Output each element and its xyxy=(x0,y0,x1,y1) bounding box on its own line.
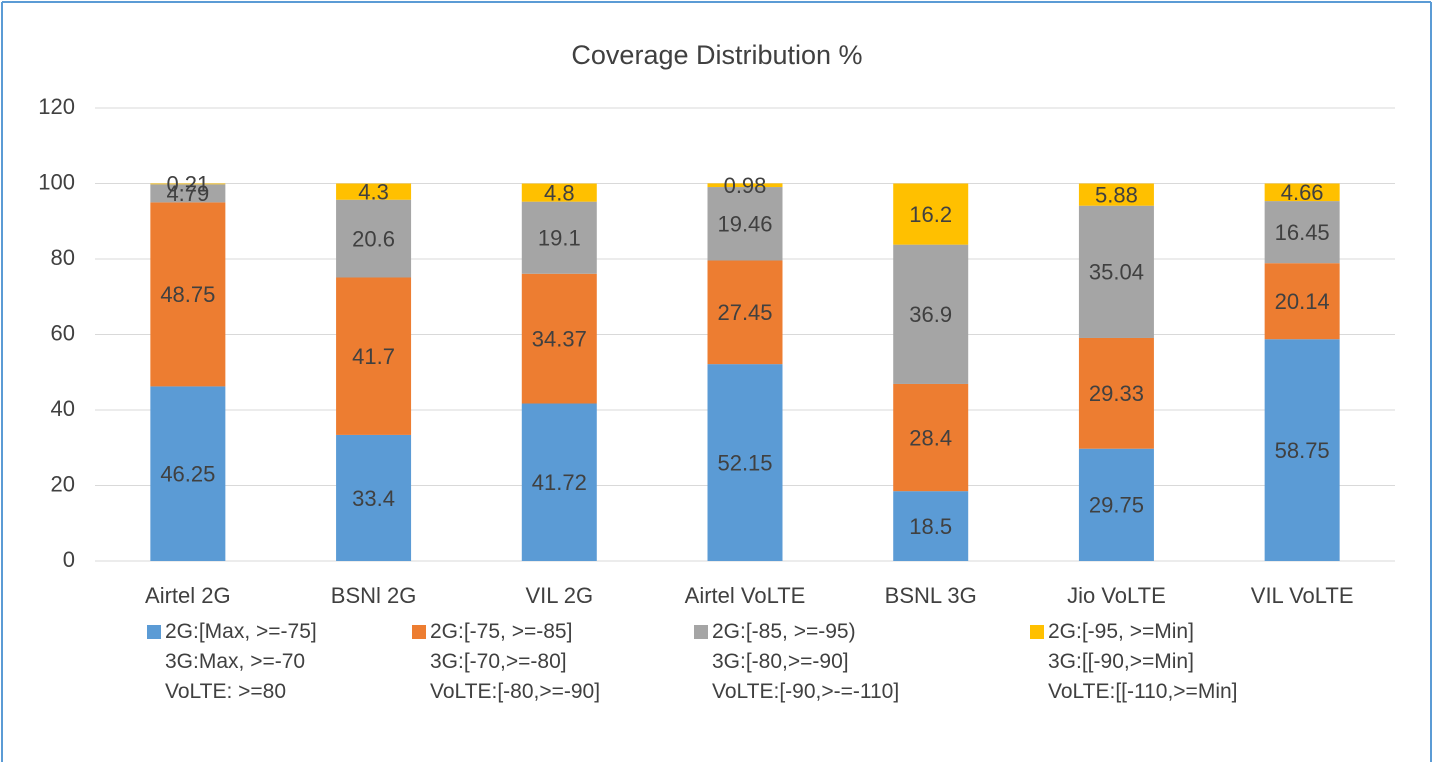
legend-label: 2G:[-95, >=Min] 3G:[[-90,>=Min] VoLTE:[[… xyxy=(1048,620,1238,703)
data-label: 4.3 xyxy=(358,179,389,204)
bar-segment xyxy=(150,202,226,387)
y-tick-label: 0 xyxy=(63,547,75,572)
bar-segment xyxy=(1078,448,1154,561)
data-label: 58.75 xyxy=(1275,438,1330,463)
bar-segment xyxy=(1264,183,1340,202)
bar-segment xyxy=(707,364,783,561)
bar-segment xyxy=(893,383,969,492)
bar-segment xyxy=(336,199,412,278)
data-label: 29.75 xyxy=(1089,493,1144,518)
x-tick-label: BSNL 3G xyxy=(885,583,977,608)
bar-segment xyxy=(893,244,969,384)
data-label: 27.45 xyxy=(717,300,772,325)
bar-segment xyxy=(521,273,597,404)
bar-segment xyxy=(1264,263,1340,340)
data-label: 0.98 xyxy=(724,173,767,198)
data-label: 52.15 xyxy=(717,450,772,475)
y-tick-label: 40 xyxy=(51,396,75,421)
bar-segment xyxy=(150,183,226,185)
legend-swatch xyxy=(412,625,426,639)
bar-segment xyxy=(1078,183,1154,206)
x-tick-label: Airtel 2G xyxy=(145,583,231,608)
x-tick-label: VIL VoLTE xyxy=(1251,583,1354,608)
legend-label: 2G:[Max, >=-75] 3G:Max, >=-70 VoLTE: >=8… xyxy=(165,620,317,703)
bar-segment xyxy=(707,183,783,188)
y-tick-label: 20 xyxy=(51,471,75,496)
data-label: 33.4 xyxy=(352,486,395,511)
bar-segment xyxy=(1078,337,1154,449)
bar-segment xyxy=(1078,205,1154,338)
data-label: 20.6 xyxy=(352,226,395,251)
y-tick-label: 60 xyxy=(51,320,75,345)
x-tick-label: Airtel VoLTE xyxy=(685,583,806,608)
data-label: 19.46 xyxy=(717,212,772,237)
data-label: 48.75 xyxy=(160,282,215,307)
y-tick-label: 80 xyxy=(51,245,75,270)
data-label: 34.37 xyxy=(532,326,587,351)
data-label: 41.72 xyxy=(532,470,587,495)
bar-segment xyxy=(893,491,969,561)
data-label: 0.21 xyxy=(166,172,209,197)
chart-title: Coverage Distribution % xyxy=(571,40,862,70)
legend-swatch xyxy=(147,625,161,639)
x-tick-label: BSNl 2G xyxy=(331,583,417,608)
bar-segment xyxy=(1264,339,1340,561)
bar-segment xyxy=(521,403,597,561)
legend-swatch xyxy=(1030,625,1044,639)
data-label: 35.04 xyxy=(1089,260,1144,285)
data-label: 41.7 xyxy=(352,344,395,369)
bar-segment xyxy=(707,260,783,365)
data-label: 28.4 xyxy=(909,425,952,450)
legend-swatch xyxy=(694,625,708,639)
bar-segment xyxy=(521,183,597,202)
data-label: 16.45 xyxy=(1275,220,1330,245)
data-label: 36.9 xyxy=(909,302,952,327)
data-label: 4.66 xyxy=(1281,180,1324,205)
bar-segment xyxy=(150,386,226,561)
x-tick-label: VIL 2G xyxy=(525,583,593,608)
data-label: 16.2 xyxy=(909,202,952,227)
data-label: 29.33 xyxy=(1089,381,1144,406)
data-label: 19.1 xyxy=(538,226,581,251)
data-label: 4.79 xyxy=(166,181,209,206)
bar-segment xyxy=(150,184,226,203)
data-label: 18.5 xyxy=(909,514,952,539)
bar-segment xyxy=(893,183,969,245)
y-tick-label: 100 xyxy=(38,169,75,194)
y-tick-label: 120 xyxy=(38,94,75,119)
bar-segment xyxy=(336,434,412,561)
data-label: 20.14 xyxy=(1275,289,1330,314)
data-label: 46.25 xyxy=(160,462,215,487)
data-label: 4.8 xyxy=(544,180,575,205)
bar-segment xyxy=(707,187,783,261)
legend-label: 2G:[-75, >=-85] 3G:[-70,>=-80] VoLTE:[-8… xyxy=(430,620,601,703)
bar-segment xyxy=(336,277,412,435)
data-label: 5.88 xyxy=(1095,182,1138,207)
bar-segment xyxy=(521,201,597,274)
x-tick-label: Jio VoLTE xyxy=(1067,583,1166,608)
legend-label: 2G:[-85, >=-95) 3G:[-80,>=-90] VoLTE:[-9… xyxy=(712,620,900,703)
bar-segment xyxy=(1264,201,1340,264)
bar-segment xyxy=(336,183,412,200)
